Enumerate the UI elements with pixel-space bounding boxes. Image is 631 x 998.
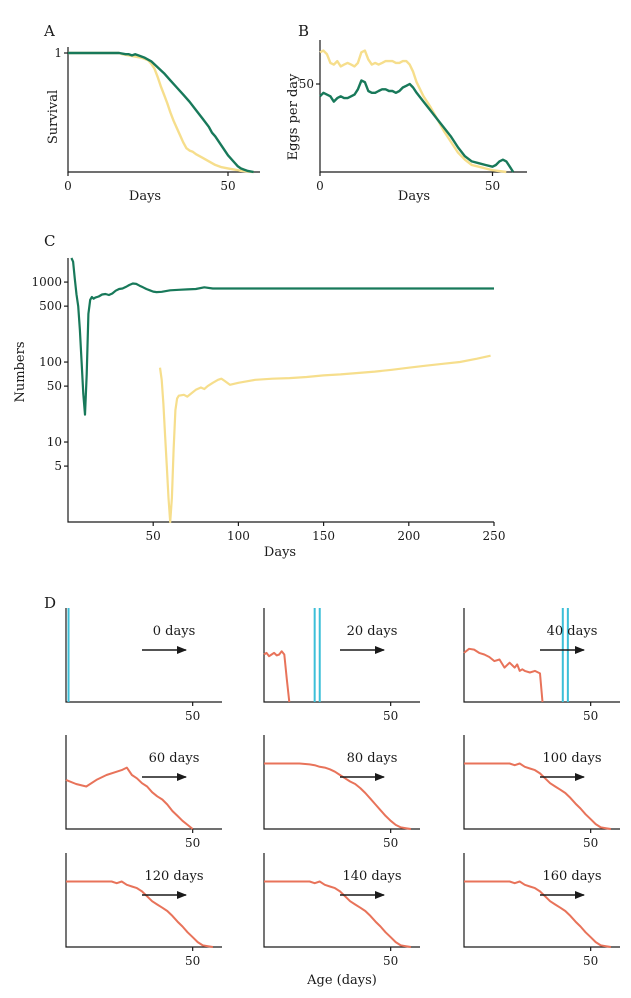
panel-d-sub-5: 50 100 days bbox=[463, 735, 620, 850]
panel-c-xtick-label-0: 50 bbox=[146, 529, 161, 543]
panel-d-sub-6-label: 120 days bbox=[144, 869, 203, 884]
panel-b-xlabel: Days bbox=[398, 189, 430, 204]
panel-c-xlabel: Days bbox=[264, 545, 296, 560]
panel-d-sub-8: 50 160 days bbox=[463, 853, 620, 968]
panel-c-axes bbox=[67, 258, 494, 523]
panel-d-sub-8-xtick-label-0: 50 bbox=[583, 954, 598, 968]
panel-d-sub-1: 50 20 days bbox=[263, 608, 420, 723]
panel-d-sub-7: 50 140 days bbox=[263, 853, 420, 968]
panel-b-ytick-label-0: 50 bbox=[299, 77, 314, 91]
panel-d-sub-4: 50 80 days bbox=[263, 735, 420, 850]
panel-a-axes bbox=[67, 47, 260, 173]
panel-c-xtick-label-1: 100 bbox=[227, 529, 250, 543]
panel-a-letter: A bbox=[43, 22, 55, 40]
panel-a-series-1 bbox=[68, 51, 254, 174]
panel-c-ytick-label-4: 500 bbox=[39, 299, 62, 313]
panel-d-sub-5-label: 100 days bbox=[542, 751, 601, 766]
panel-d-sub-6-xtick-label-0: 50 bbox=[185, 954, 200, 968]
panel-b-xtick-label-1: 50 bbox=[485, 179, 500, 193]
panel-c-ytick-label-5: 1000 bbox=[31, 275, 62, 289]
panel-d-sub-3-label: 60 days bbox=[149, 751, 200, 766]
panel-d-sub-0-axes bbox=[65, 608, 222, 703]
panel-d-sub-5-axes bbox=[463, 735, 620, 830]
panel-d-sub-8-series bbox=[464, 880, 612, 948]
panel-d-sub-4-xtick-label-0: 50 bbox=[383, 836, 398, 850]
panel-b-series-0 bbox=[319, 49, 507, 174]
panel-c: C 50 100 150 200 250 5 10 50 100 500 1000 Days Num… bbox=[13, 232, 505, 560]
panel-d-sub-6-axes bbox=[65, 853, 222, 948]
panel-a: A 0 50 1 Days Survival bbox=[43, 22, 260, 204]
panel-a-ylabel: Survival bbox=[46, 90, 61, 144]
panel-d: D 50 0 days 50 20 days 50 40 days 50 60 days 50 8… bbox=[44, 594, 620, 988]
panel-d-sub-2-series bbox=[463, 647, 544, 703]
panel-d-sub-3-xtick-label-0: 50 bbox=[185, 836, 200, 850]
panel-d-sub-3-series bbox=[65, 766, 194, 830]
panel-d-sub-1-series bbox=[263, 650, 291, 703]
panel-d-sub-2: 50 40 days bbox=[463, 608, 620, 723]
panel-b-series-1 bbox=[319, 79, 515, 173]
panel-c-xtick-label-3: 200 bbox=[397, 529, 420, 543]
panel-c-ytick-label-1: 10 bbox=[47, 435, 62, 449]
panel-b: B 0 50 50 Days Eggs per day bbox=[286, 22, 527, 204]
panel-b-xtick-label-0: 0 bbox=[316, 179, 324, 193]
panel-d-sub-7-label: 140 days bbox=[342, 869, 401, 884]
panel-c-xtick-label-2: 150 bbox=[312, 529, 335, 543]
panel-b-axes bbox=[319, 40, 527, 173]
panel-d-sub-2-label: 40 days bbox=[547, 624, 598, 639]
panel-d-sub-8-axes bbox=[463, 853, 620, 948]
panel-d-sub-5-xtick-label-0: 50 bbox=[583, 836, 598, 850]
panel-c-ytick-label-3: 100 bbox=[39, 355, 62, 369]
panel-d-sub-3-axes bbox=[65, 735, 222, 830]
panel-a-xlabel: Days bbox=[129, 189, 161, 204]
panel-c-ylabel: Numbers bbox=[13, 342, 28, 403]
panel-b-letter: B bbox=[298, 22, 309, 40]
panel-a-xtick-label-1: 50 bbox=[220, 179, 235, 193]
panel-d-xlabel: Age (days) bbox=[306, 973, 377, 988]
panel-d-sub-4-label: 80 days bbox=[347, 751, 398, 766]
panel-d-sub-1-xtick-label-0: 50 bbox=[383, 709, 398, 723]
panel-d-sub-3: 50 60 days bbox=[65, 735, 222, 850]
panel-c-series-1 bbox=[158, 354, 491, 524]
panel-d-sub-1-label: 20 days bbox=[347, 624, 398, 639]
panel-a-ytick-label-0: 1 bbox=[54, 46, 62, 60]
panel-d-sub-5-series bbox=[464, 762, 612, 830]
panel-c-letter: C bbox=[44, 232, 55, 250]
panel-d-sub-8-label: 160 days bbox=[542, 869, 601, 884]
panel-d-sub-6-series bbox=[66, 880, 214, 948]
panel-d-sub-7-series bbox=[264, 880, 412, 948]
panel-c-ytick-label-0: 5 bbox=[54, 459, 62, 473]
panel-c-series-0 bbox=[70, 257, 494, 416]
panel-d-sub-0: 50 0 days bbox=[65, 608, 222, 723]
panel-d-sub-7-xtick-label-0: 50 bbox=[383, 954, 398, 968]
panel-d-sub-4-series bbox=[264, 762, 412, 830]
panel-d-sub-1-axes bbox=[263, 608, 420, 703]
panel-b-ylabel: Eggs per day bbox=[286, 73, 301, 160]
panel-d-sub-0-label: 0 days bbox=[153, 624, 196, 639]
panel-d-sub-6: 50 120 days bbox=[65, 853, 222, 968]
panel-d-letter: D bbox=[44, 594, 56, 612]
panel-c-xtick-label-4: 250 bbox=[483, 529, 506, 543]
panel-a-xtick-label-0: 0 bbox=[64, 179, 72, 193]
panel-d-sub-4-axes bbox=[263, 735, 420, 830]
panel-d-sub-2-xtick-label-0: 50 bbox=[583, 709, 598, 723]
panel-d-sub-0-xtick-label-0: 50 bbox=[185, 709, 200, 723]
panel-d-sub-7-axes bbox=[263, 853, 420, 948]
panel-c-ytick-label-2: 50 bbox=[47, 379, 62, 393]
